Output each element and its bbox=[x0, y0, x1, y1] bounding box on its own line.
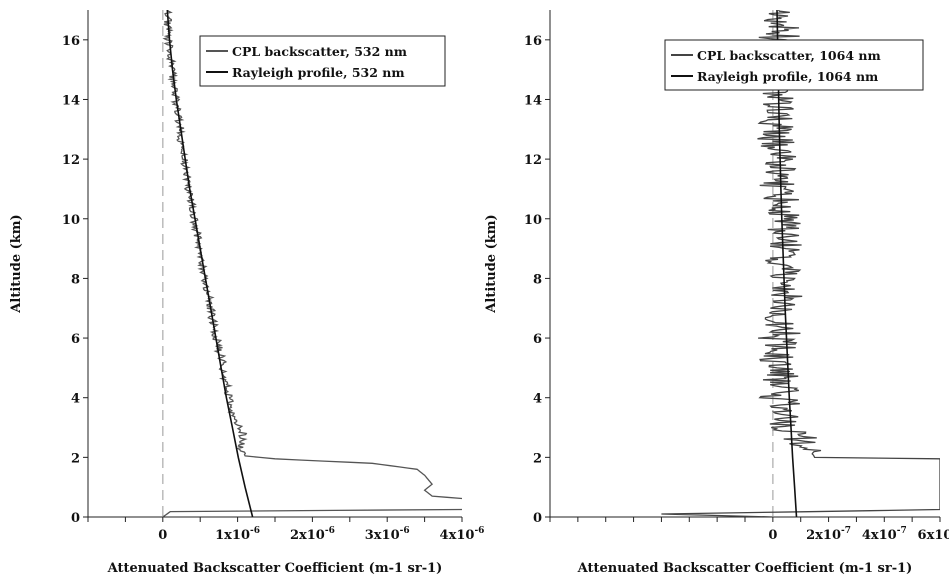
x-tick-label: 3x10-6 bbox=[365, 526, 410, 543]
y-tick-label: 0 bbox=[533, 511, 542, 526]
y-tick-label: 4 bbox=[533, 392, 542, 407]
y-axis-title: Altitude (km) bbox=[484, 214, 499, 313]
y-tick-label: 14 bbox=[524, 93, 542, 108]
x-tick-label: 4x10-6 bbox=[440, 526, 485, 543]
chart-panel-1064nm: 0 2 4 6 8 10 12 14 16 0 2x10-7 4x10-7 6x10-7 Attenuat… bbox=[484, 10, 949, 576]
legend-box bbox=[664, 39, 924, 91]
legend-entry-label: CPL backscatter, 532 nm bbox=[232, 44, 407, 59]
y-tick-label: 10 bbox=[524, 213, 542, 228]
y-tick-label: 14 bbox=[62, 93, 80, 108]
legend: CPL backscatter, 1064 nm Rayleigh profile… bbox=[664, 39, 924, 91]
y-tick-label: 8 bbox=[71, 272, 80, 287]
x-tick-label: 1x10-6 bbox=[215, 526, 260, 543]
legend: CPL backscatter, 532 nm Rayleigh profile,… bbox=[199, 35, 446, 87]
y-tick-label: 6 bbox=[71, 332, 80, 347]
legend-entry-label: Rayleigh profile, 1064 nm bbox=[697, 69, 878, 84]
y-tick-label: 16 bbox=[62, 34, 80, 49]
y-tick-label: 16 bbox=[524, 34, 542, 49]
x-tick-label: 4x10-7 bbox=[862, 526, 907, 543]
series-line-rayleigh-profile bbox=[166, 10, 254, 517]
y-tick-label: 8 bbox=[533, 272, 542, 287]
series-line-cpl-backscatter bbox=[162, 10, 462, 517]
series-line-rayleigh-profile bbox=[776, 10, 798, 517]
y-tick-label: 2 bbox=[71, 451, 80, 466]
legend-entry-label: CPL backscatter, 1064 nm bbox=[697, 48, 881, 63]
x-tick-label: 0 bbox=[768, 528, 777, 543]
y-tick-label: 0 bbox=[71, 511, 80, 526]
chart-panel-532nm: 0 2 4 6 8 10 12 14 16 0 1x10-6 2x10-6 3x10-6 4x10-6 At… bbox=[9, 10, 485, 576]
x-axis-title: Attenuated Backscatter Coefficient (m-1 … bbox=[577, 561, 913, 576]
y-axis-title: Altitude (km) bbox=[9, 214, 24, 313]
x-tick-label: 2x10-6 bbox=[290, 526, 335, 543]
y-tick-label: 12 bbox=[524, 153, 542, 168]
x-tick-label: 6x10-7 bbox=[918, 526, 949, 543]
x-tick-label: 0 bbox=[158, 528, 167, 543]
legend-entry-label: Rayleigh profile, 532 nm bbox=[232, 65, 405, 80]
x-tick-label: 2x10-7 bbox=[806, 526, 851, 543]
y-tick-label: 6 bbox=[533, 332, 542, 347]
y-tick-label: 2 bbox=[533, 451, 542, 466]
legend-box bbox=[199, 35, 446, 87]
x-axis-title: Attenuated Backscatter Coefficient (m-1 … bbox=[107, 561, 443, 576]
y-tick-label: 12 bbox=[62, 153, 80, 168]
y-tick-label: 4 bbox=[71, 392, 80, 407]
y-tick-label: 10 bbox=[62, 213, 80, 228]
